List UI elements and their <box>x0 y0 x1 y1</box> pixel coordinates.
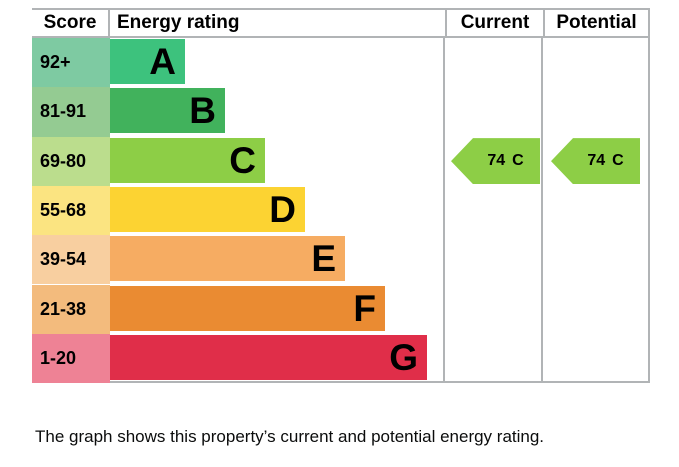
column-divider-current <box>443 38 445 381</box>
chart-header-row: Score Energy rating Current Potential <box>32 8 650 38</box>
header-score: Score <box>32 10 110 36</box>
score-range-c: 69-80 <box>32 136 110 186</box>
score-range-e: 39-54 <box>32 235 110 285</box>
table-right-border <box>648 38 650 381</box>
chart-body: 92+ A 81-91 B 69-80 C 55-68 D 39-54 E 21… <box>32 38 650 384</box>
rating-bar-c: C <box>110 137 265 183</box>
score-range-d: 55-68 <box>32 185 110 236</box>
score-range-g: 1-20 <box>32 333 110 384</box>
rating-bar-a: A <box>110 39 185 84</box>
band-row-e: 39-54 E <box>32 235 650 285</box>
band-row-b: 81-91 B <box>32 87 650 137</box>
band-letter-b: B <box>189 90 216 132</box>
band-row-c: 69-80 C <box>32 136 650 186</box>
potential-rating-band: C <box>612 152 624 170</box>
potential-rating-score: 74 <box>587 152 606 170</box>
rating-bar-e: E <box>110 236 345 282</box>
score-range-f: 21-38 <box>32 284 110 334</box>
header-potential: Potential <box>543 10 650 36</box>
current-rating-band: C <box>512 152 524 170</box>
band-letter-d: D <box>269 188 296 230</box>
header-current: Current <box>445 10 543 36</box>
band-letter-g: G <box>389 336 418 378</box>
potential-rating-arrow: 74 C <box>551 138 640 185</box>
band-row-d: 55-68 D <box>32 185 650 236</box>
rating-bar-g: G <box>110 334 427 380</box>
header-energy-rating: Energy rating <box>117 12 240 33</box>
rating-bar-f: F <box>110 285 385 331</box>
band-letter-c: C <box>229 139 256 181</box>
chart-caption: The graph shows this property’s current … <box>35 427 545 446</box>
current-rating-arrow: 74 C <box>451 138 540 185</box>
band-row-g: 1-20 G <box>32 333 650 384</box>
score-range-a: 92+ <box>32 38 110 88</box>
current-rating-score: 74 <box>487 152 506 170</box>
band-letter-e: E <box>311 238 336 280</box>
rating-bar-d: D <box>110 186 305 232</box>
column-divider-potential <box>541 38 543 381</box>
band-letter-f: F <box>353 287 376 329</box>
score-range-b: 81-91 <box>32 87 110 137</box>
band-row-a: 92+ A <box>32 38 650 88</box>
band-letter-a: A <box>149 41 176 82</box>
rating-bar-b: B <box>110 88 225 134</box>
band-row-f: 21-38 F <box>32 284 650 334</box>
epc-rating-chart: Score Energy rating Current Potential 92… <box>32 8 650 384</box>
